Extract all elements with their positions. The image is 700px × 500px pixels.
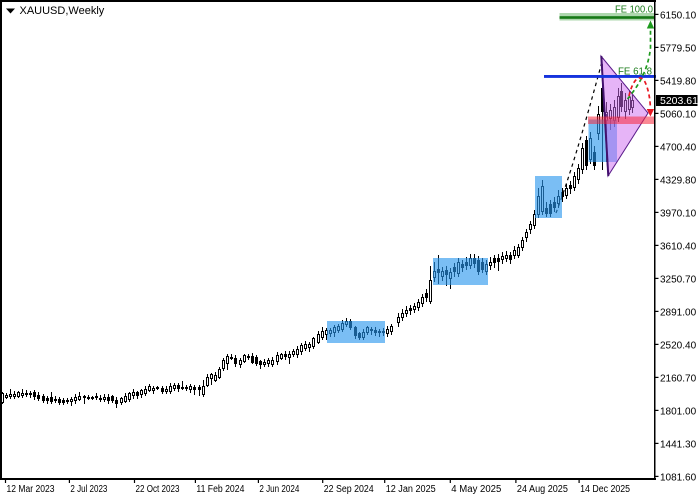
svg-text:11 Feb 2024: 11 Feb 2024 xyxy=(196,484,244,495)
svg-text:3970.10: 3970.10 xyxy=(660,208,697,219)
svg-text:6150.10: 6150.10 xyxy=(660,10,697,21)
svg-text:1441.30: 1441.30 xyxy=(660,439,697,450)
svg-text:XAUUSD,Weekly: XAUUSD,Weekly xyxy=(20,5,105,17)
svg-text:14 Dec 2025: 14 Dec 2025 xyxy=(580,484,630,495)
svg-text:FE 61.8: FE 61.8 xyxy=(618,67,652,78)
svg-text:2 Jul 2023: 2 Jul 2023 xyxy=(70,484,107,495)
svg-text:FE 100.0: FE 100.0 xyxy=(615,5,653,16)
svg-text:12 Jan 2025: 12 Jan 2025 xyxy=(386,484,436,495)
svg-text:3610.40: 3610.40 xyxy=(660,241,697,252)
svg-text:4700.40: 4700.40 xyxy=(660,142,697,153)
svg-text:22 Sep 2024: 22 Sep 2024 xyxy=(324,484,374,495)
svg-text:2 Jun 2024: 2 Jun 2024 xyxy=(259,484,299,495)
svg-text:5419.80: 5419.80 xyxy=(660,76,697,87)
svg-text:1801.00: 1801.00 xyxy=(660,406,697,417)
svg-text:5779.50: 5779.50 xyxy=(660,43,697,54)
svg-text:4329.80: 4329.80 xyxy=(660,175,697,186)
svg-text:5060.10: 5060.10 xyxy=(660,109,697,120)
svg-text:12 Mar 2023: 12 Mar 2023 xyxy=(7,484,55,495)
svg-text:5203.61: 5203.61 xyxy=(660,95,698,107)
svg-text:3250.70: 3250.70 xyxy=(660,274,697,285)
svg-text:2520.40: 2520.40 xyxy=(660,340,697,351)
svg-text:2891.00: 2891.00 xyxy=(660,307,697,318)
svg-text:4 May 2025: 4 May 2025 xyxy=(451,484,501,495)
svg-text:22 Oct 2023: 22 Oct 2023 xyxy=(136,484,180,495)
svg-text:1081.60: 1081.60 xyxy=(660,472,697,483)
svg-text:2160.70: 2160.70 xyxy=(660,373,697,384)
svg-text:24 Aug 2025: 24 Aug 2025 xyxy=(517,484,568,495)
